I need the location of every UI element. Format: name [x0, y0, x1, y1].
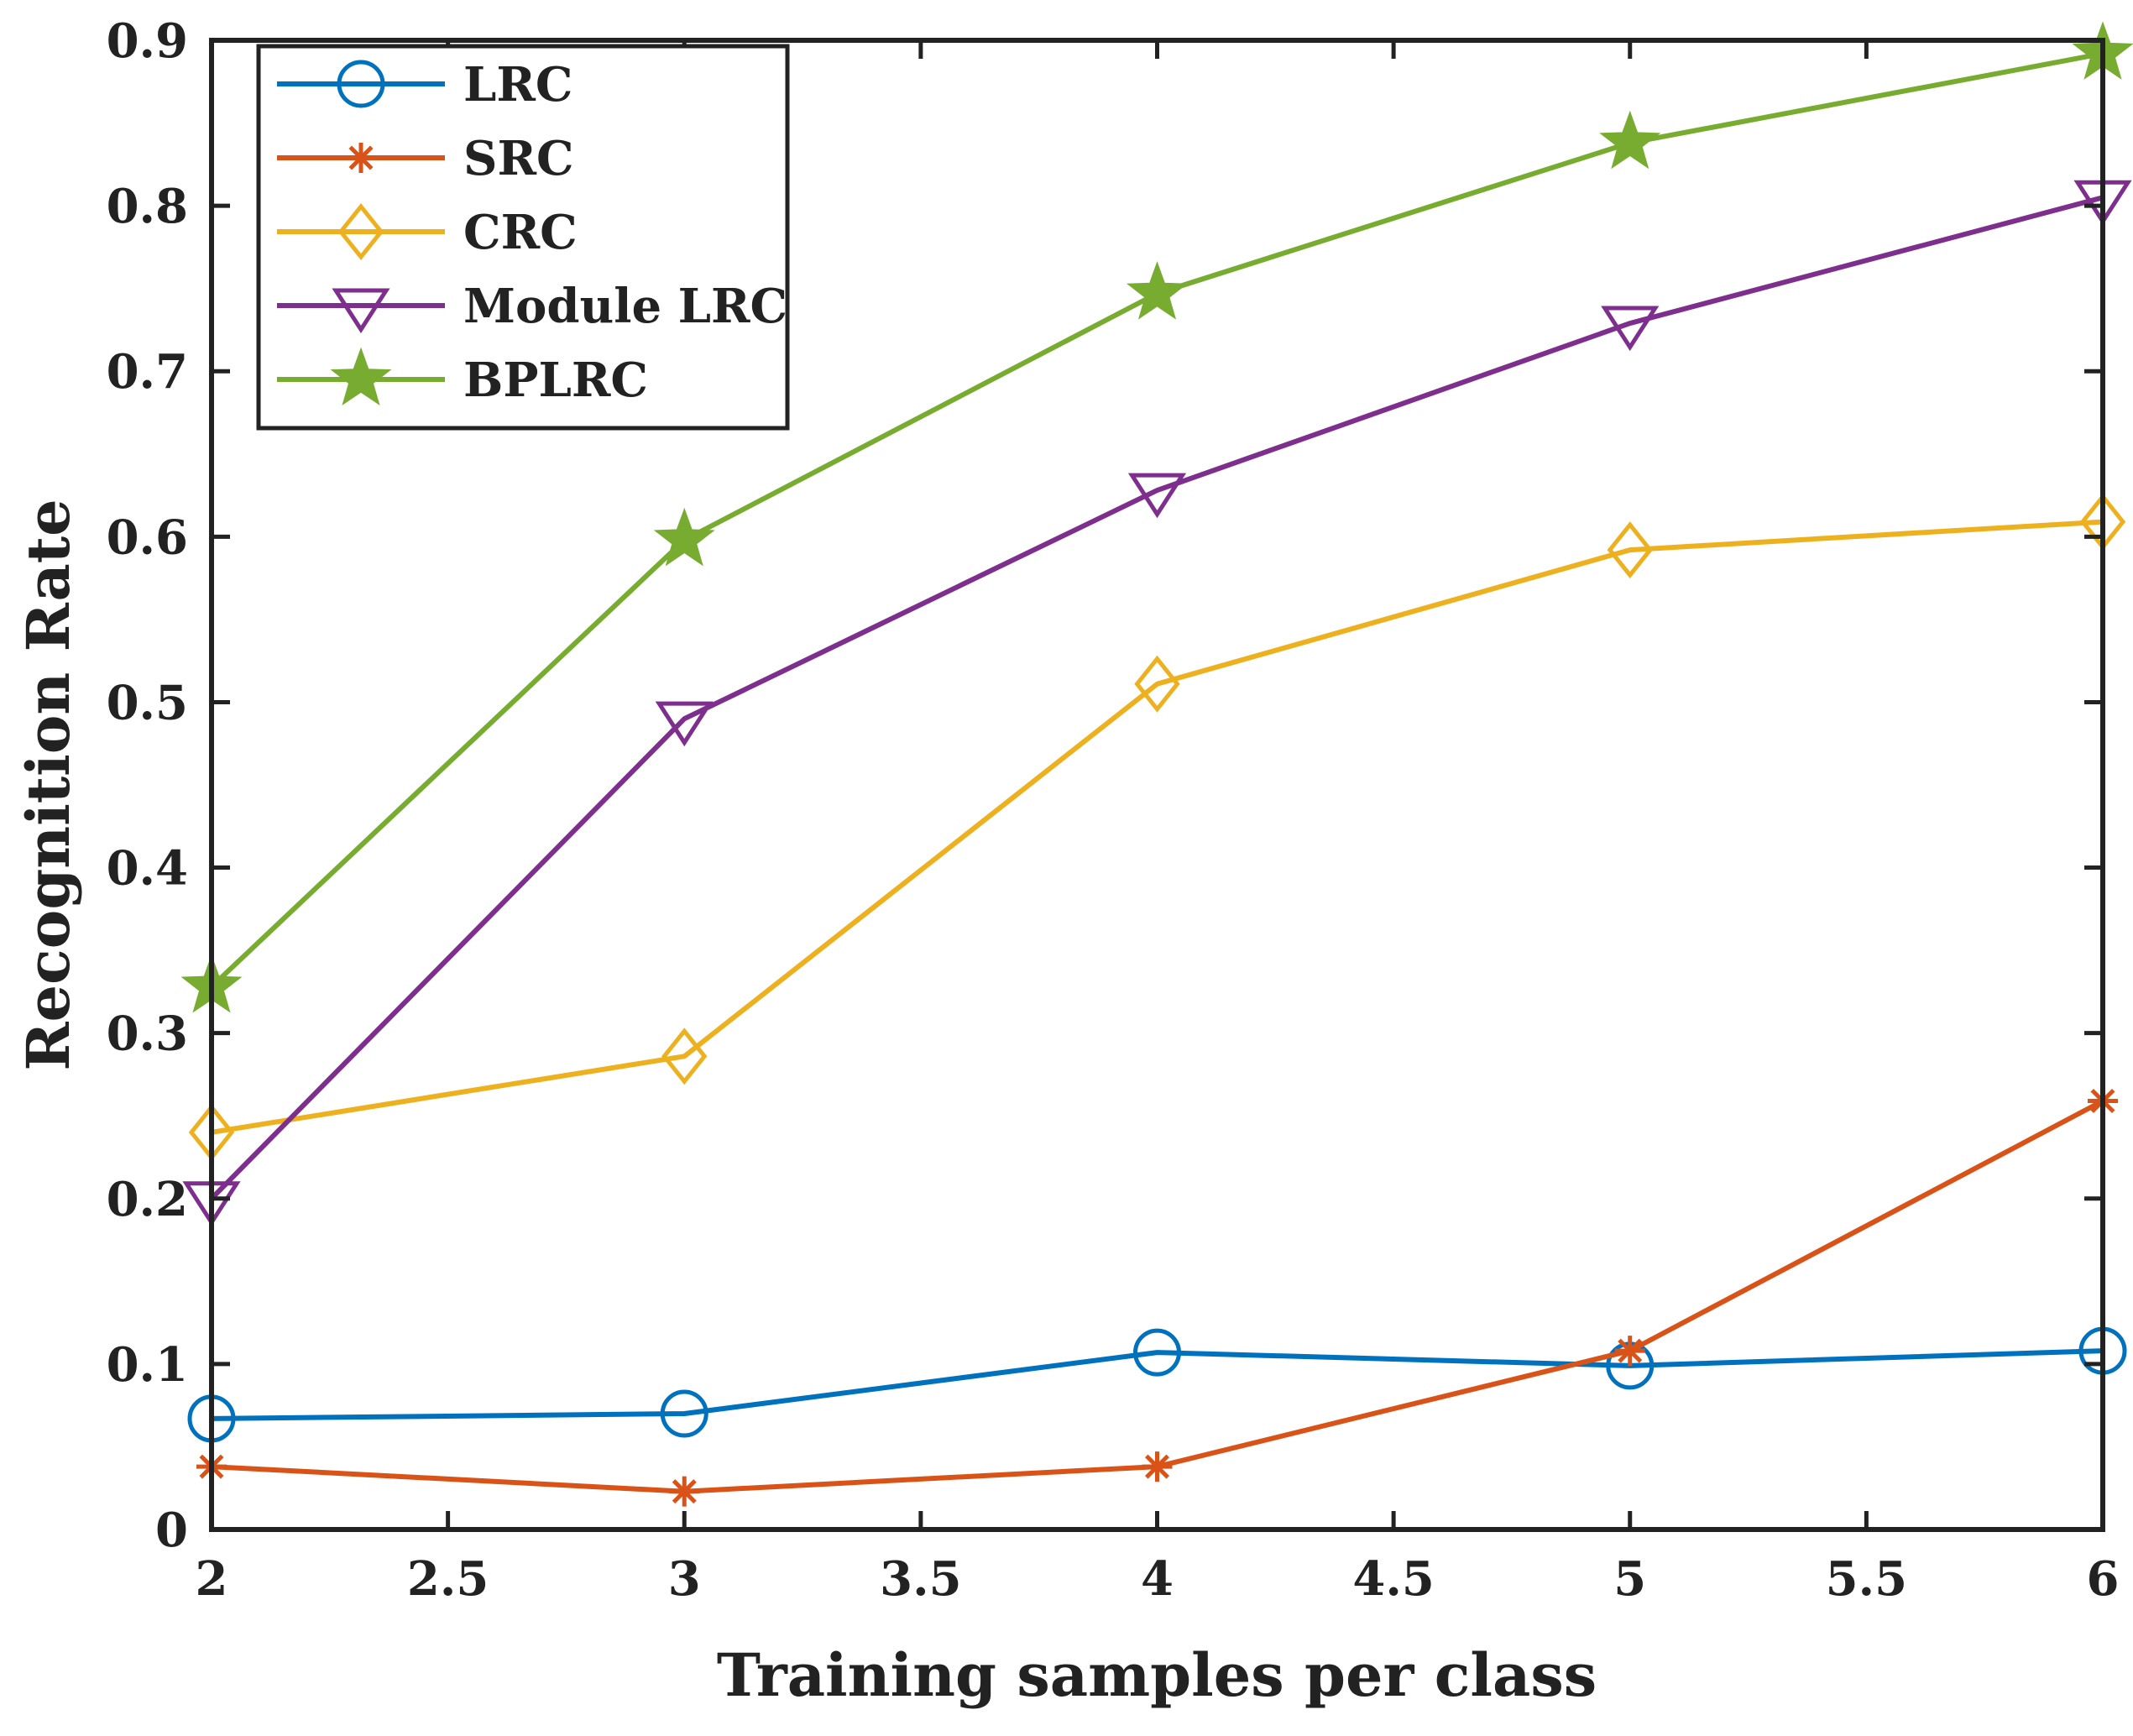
x-tick-label: 4.5: [1352, 1551, 1434, 1607]
y-tick-label: 0.5: [107, 675, 188, 730]
y-axis-label: Recognition Rate: [13, 499, 83, 1070]
y-tick-label: 0.7: [107, 344, 188, 400]
legend-marker-crc: [337, 202, 384, 261]
data-point-bplrc: [1599, 110, 1661, 170]
data-point-bplrc: [653, 507, 715, 567]
legend-marker-src: [346, 143, 376, 173]
data-point-src: [1614, 1336, 1645, 1367]
data-point-bplrc: [1127, 261, 1188, 320]
legend-entry-src: SRC: [277, 131, 574, 186]
x-tick-label: 4: [1141, 1551, 1174, 1607]
y-tick-label: 0.6: [107, 510, 188, 565]
legend-label: CRC: [463, 205, 578, 260]
x-tick-label: 3.5: [880, 1551, 961, 1607]
legend-entry-lrc: LRC: [277, 57, 572, 112]
x-tick-label: 3: [668, 1551, 701, 1607]
legend-marker-lrc: [337, 60, 385, 108]
data-point-module-lrc: [655, 701, 714, 747]
y-tick-label: 0.1: [107, 1337, 188, 1393]
y-tick-label: 0.8: [107, 179, 188, 234]
legend-entry-bplrc: BPLRC: [277, 347, 648, 408]
x-tick-label: 5.5: [1826, 1551, 1907, 1607]
data-point-lrc: [660, 1389, 708, 1438]
y-tick-label: 0.2: [107, 1172, 188, 1227]
x-axis-label: Training samples per class: [717, 1640, 1597, 1710]
data-point-crc: [1607, 521, 1653, 579]
legend-entry-crc: CRC: [277, 202, 578, 261]
data-point-lrc: [1133, 1328, 1181, 1377]
y-tick-label: 0: [155, 1503, 188, 1558]
x-tick-label: 2: [196, 1551, 228, 1607]
series-line-crc: [211, 519, 2104, 1135]
legend-label: LRC: [463, 57, 572, 112]
legend-marker-module-lrc: [332, 288, 390, 334]
legend-label: SRC: [463, 131, 574, 186]
legend-label: BPLRC: [463, 353, 648, 408]
series-line-lrc: [211, 1348, 2104, 1421]
series-line-module-lrc: [209, 195, 2104, 1200]
x-tick-label: 5: [1613, 1551, 1646, 1607]
data-point-src: [1142, 1451, 1173, 1482]
legend-entry-module-lrc: Module LRC: [277, 279, 787, 334]
legend: LRC SRC CRC Module LRC BPLRC: [256, 44, 790, 431]
data-point-module-lrc: [1127, 473, 1187, 519]
x-tick-label: 6: [2087, 1551, 2120, 1607]
axes-layer: 2 2.5 3 3.5 4 4.5 5 5.5 6 0 0.1 0.2 0.3 0.4 0.5 0.6 0.7 0…: [107, 13, 2120, 1607]
legend-label: Module LRC: [463, 279, 787, 334]
y-tick-label: 0.3: [107, 1007, 188, 1062]
data-point-crc: [1134, 655, 1180, 713]
y-tick-label: 0.4: [107, 841, 188, 897]
data-point-src: [669, 1476, 700, 1507]
data-point-crc: [661, 1027, 708, 1085]
legend-marker-bplrc: [330, 347, 392, 406]
y-tick-label: 0.9: [107, 13, 188, 69]
data-point-module-lrc: [1601, 306, 1660, 352]
x-tick-label: 2.5: [407, 1551, 489, 1607]
